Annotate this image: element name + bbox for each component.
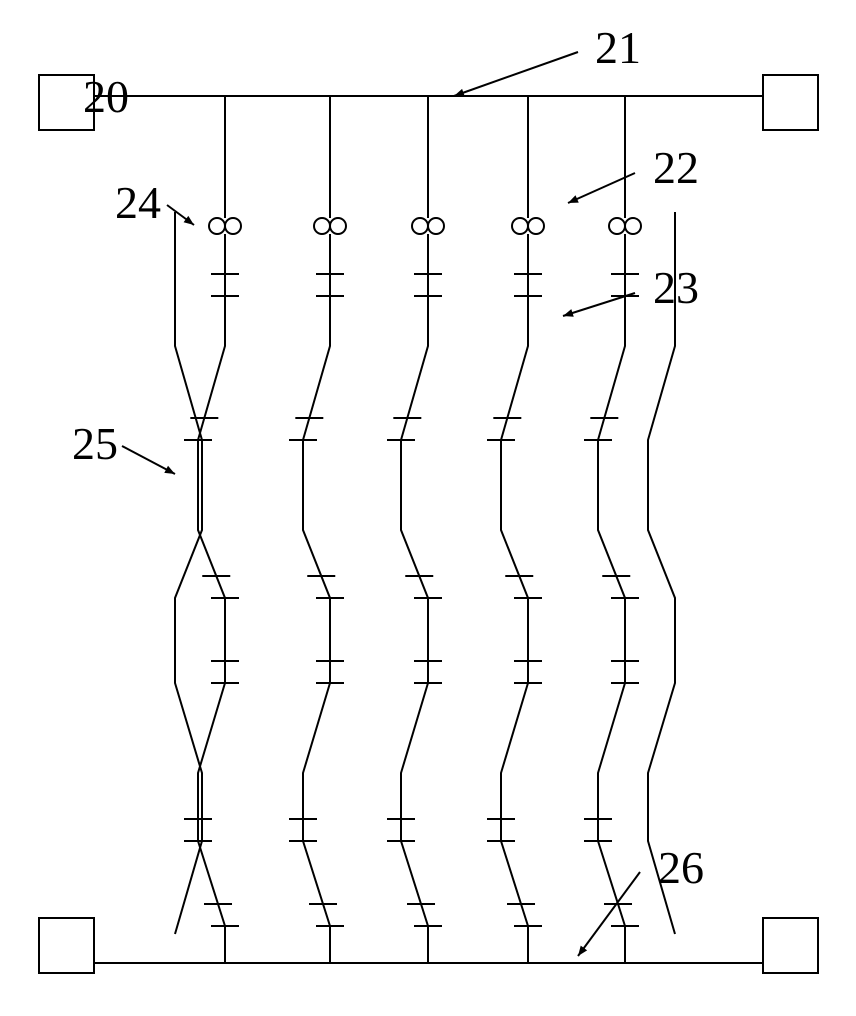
column-zigzag [303, 274, 330, 963]
column [387, 96, 444, 963]
label-25: 25 [72, 418, 118, 469]
arrowhead-icon [563, 309, 574, 317]
label-21: 21 [595, 22, 641, 73]
column-circle [609, 218, 625, 234]
leader-lines [122, 52, 640, 956]
column-circle [412, 218, 428, 234]
column-zigzag [401, 274, 428, 963]
corner-square [763, 918, 818, 973]
column-circle [330, 218, 346, 234]
arrowhead-icon [454, 89, 465, 97]
columns [184, 96, 641, 963]
label-22: 22 [653, 142, 699, 193]
leader-line [578, 872, 640, 956]
column-zigzag [501, 274, 528, 963]
leader-line [454, 52, 578, 96]
arrowhead-icon [568, 195, 579, 203]
corner-square [763, 75, 818, 130]
label-24: 24 [115, 177, 161, 228]
column-circle [314, 218, 330, 234]
column-circle [625, 218, 641, 234]
column [184, 96, 241, 963]
column-circle [528, 218, 544, 234]
label-20: 20 [83, 71, 129, 122]
labels: 20 21 22 23 24 25 26 [72, 22, 704, 893]
arrowhead-icon [578, 946, 587, 956]
column-zigzag [198, 274, 225, 963]
side-path-right [648, 212, 675, 934]
column [487, 96, 544, 963]
corner-square [39, 918, 94, 973]
column [289, 96, 346, 963]
label-26: 26 [658, 842, 704, 893]
column-circle [428, 218, 444, 234]
column-circle [512, 218, 528, 234]
column-circle [209, 218, 225, 234]
column-zigzag [598, 274, 625, 963]
column [584, 96, 641, 963]
label-23: 23 [653, 262, 699, 313]
column-circle [225, 218, 241, 234]
arrowhead-icon [164, 466, 175, 474]
